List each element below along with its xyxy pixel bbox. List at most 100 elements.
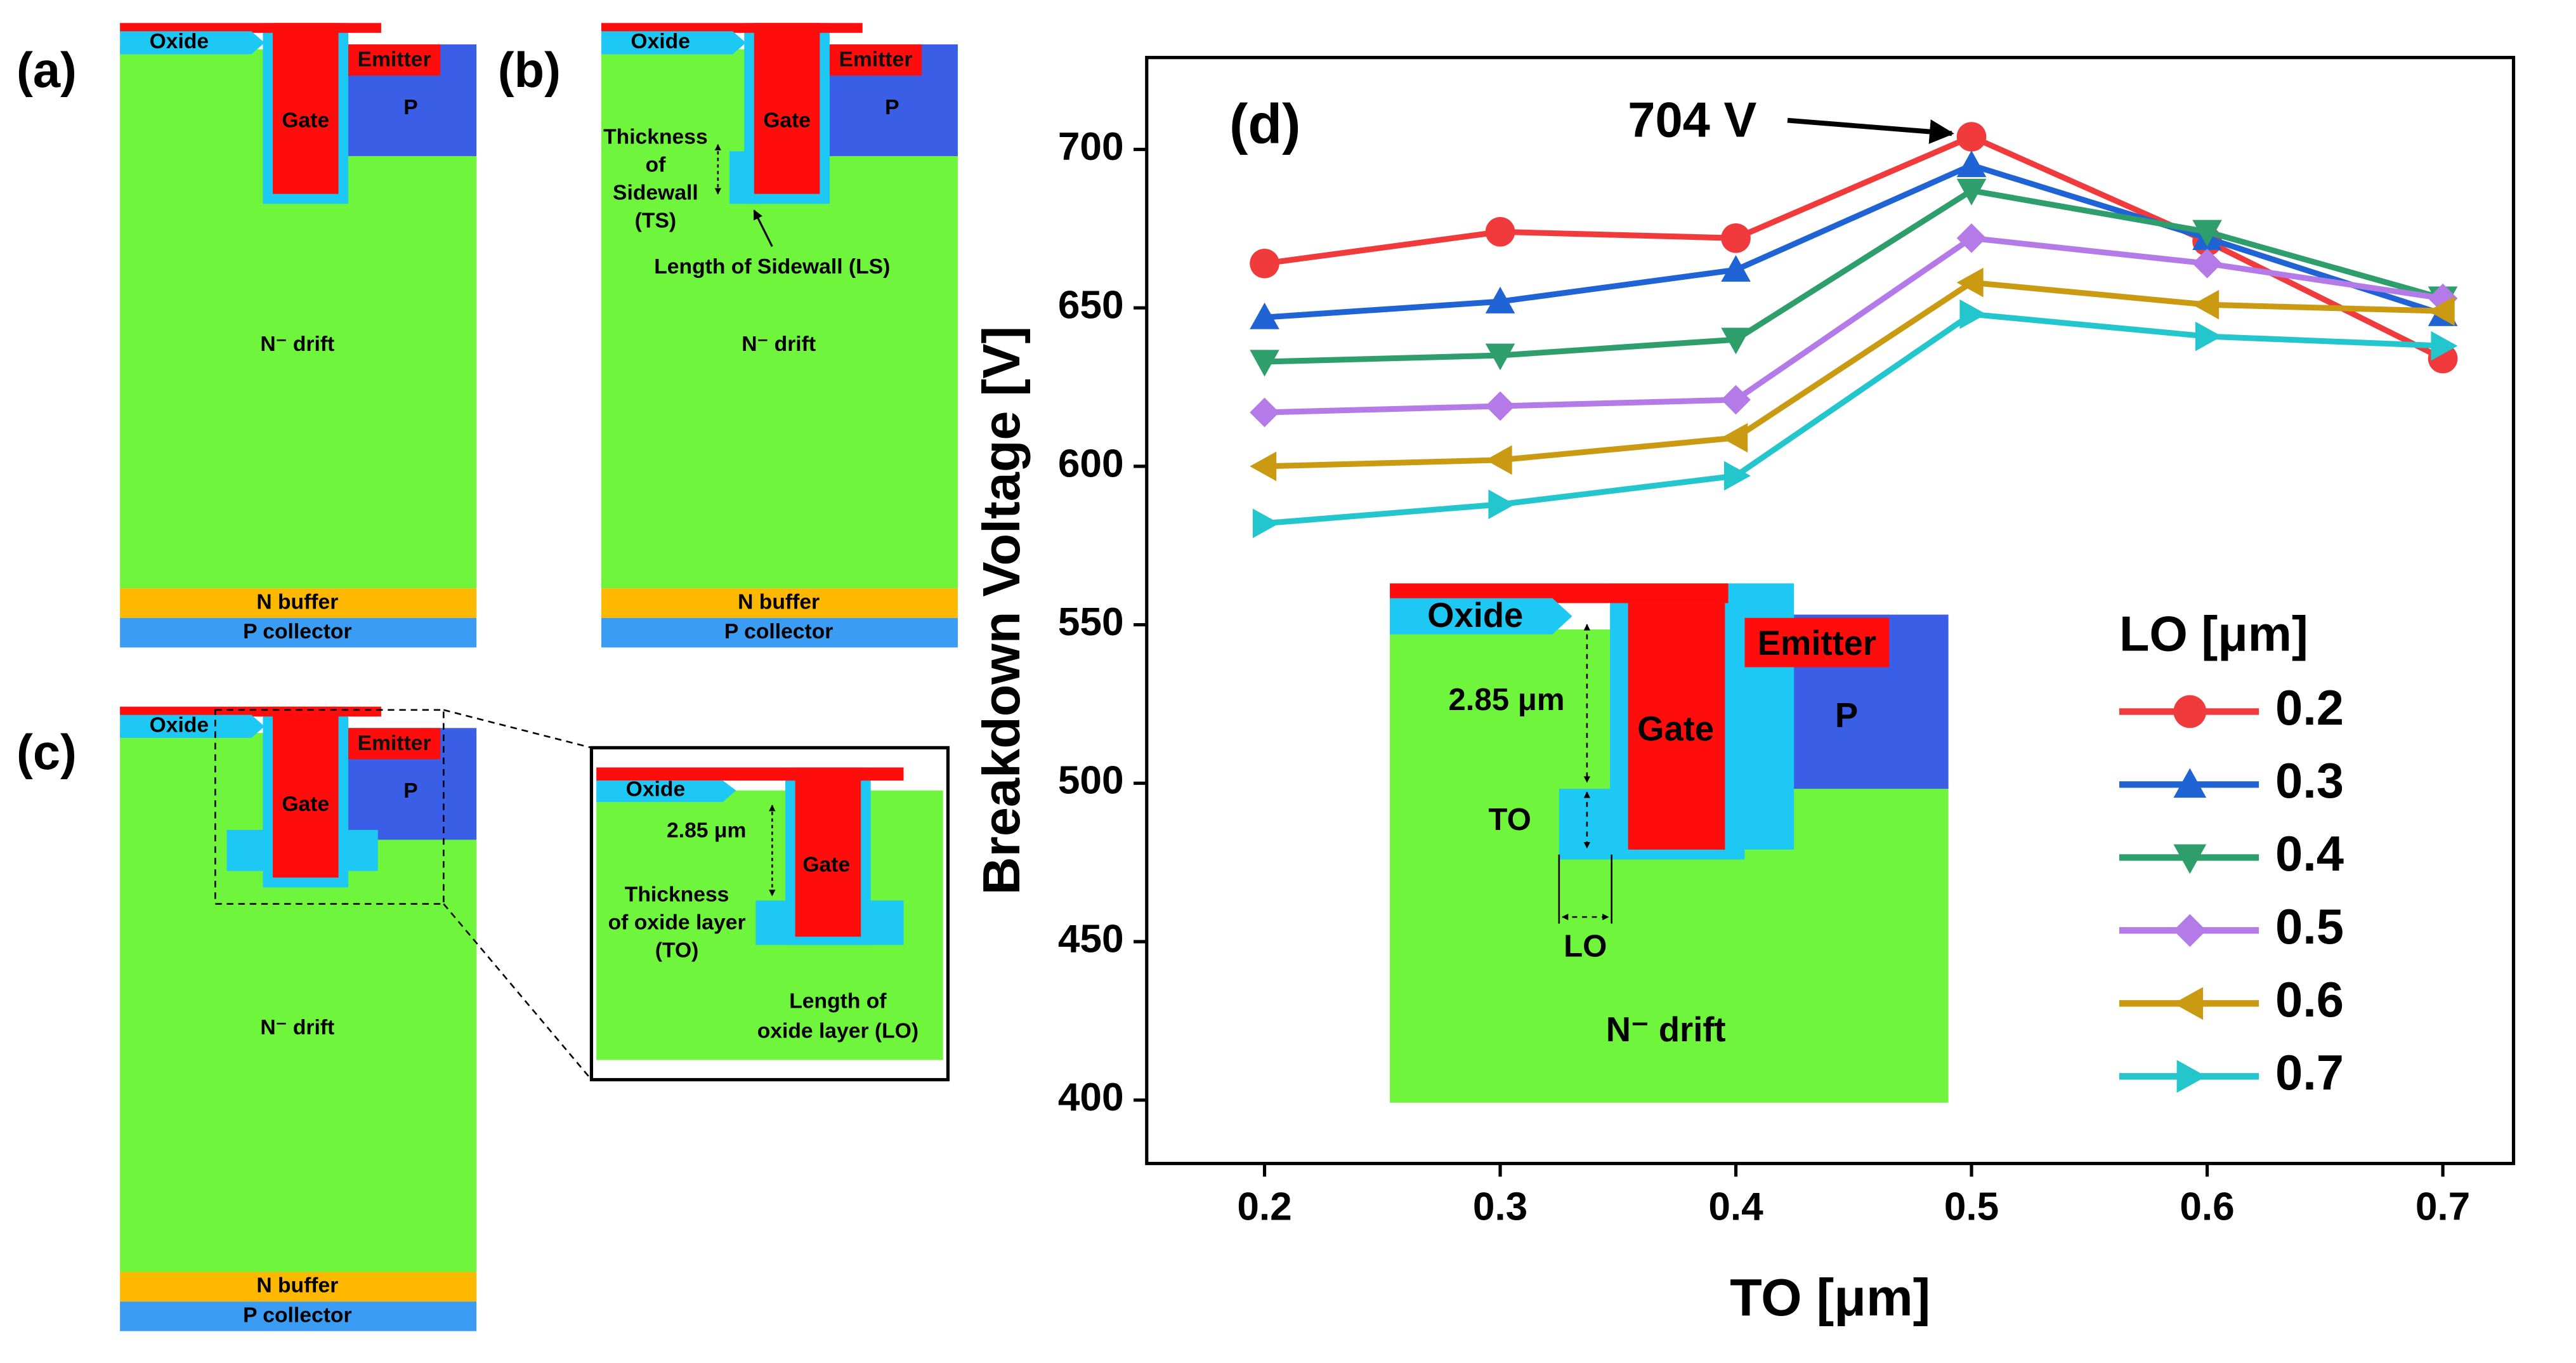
pointer <box>753 209 773 247</box>
label: of <box>646 153 667 176</box>
label: 0.6 <box>2180 1185 2234 1229</box>
oxide <box>601 31 746 55</box>
marker <box>1956 267 1984 298</box>
label: P <box>403 96 417 119</box>
emitter <box>348 728 441 760</box>
top-metal <box>601 23 863 33</box>
label: P collector <box>243 1303 351 1327</box>
top-metal <box>120 706 381 717</box>
top-metal <box>596 767 904 781</box>
marker <box>1250 302 1279 329</box>
label: N buffer <box>256 590 338 614</box>
series-line <box>1264 133 2445 362</box>
label: oxide layer (LO) <box>757 1019 919 1043</box>
legend-marker <box>2176 1060 2207 1093</box>
label: N⁻ drift <box>1606 1010 1726 1049</box>
gate <box>754 23 820 194</box>
marker <box>1485 286 1515 313</box>
label: N⁻ drift <box>742 333 816 356</box>
marker <box>1485 445 1512 475</box>
marker <box>2431 331 2458 361</box>
label: 0.7 <box>2275 1046 2344 1100</box>
marker <box>1721 385 1751 415</box>
label: 2.85 μm <box>667 819 746 842</box>
gate <box>1628 603 1725 850</box>
series-line <box>1264 311 2443 527</box>
label: 550 <box>1058 600 1124 644</box>
label: 0.7 <box>2416 1185 2470 1229</box>
label: 650 <box>1058 284 1124 327</box>
p-collector <box>120 617 477 648</box>
label: LO <box>1564 928 1607 963</box>
label: 0.5 <box>1944 1185 1999 1229</box>
marker <box>1250 451 1277 482</box>
label: Gate <box>763 109 811 133</box>
label: Oxide <box>626 778 686 801</box>
label: 450 <box>1058 917 1124 961</box>
emitter <box>1744 617 1890 668</box>
legend-marker <box>2173 768 2207 798</box>
annotation-arrow <box>1787 117 1954 144</box>
label: 0.4 <box>2275 827 2344 881</box>
oxide <box>1390 598 1572 635</box>
marker <box>1723 461 1751 491</box>
label: 2.85 μm <box>1448 682 1564 717</box>
zoom-link <box>443 709 592 749</box>
marker <box>1721 254 1751 282</box>
label: Gate <box>802 853 850 877</box>
label: 400 <box>1058 1076 1124 1119</box>
label: 600 <box>1058 442 1124 485</box>
gate <box>795 767 861 937</box>
label: (TO) <box>655 938 699 962</box>
label: Emitter <box>358 48 431 72</box>
marker <box>2192 248 2222 279</box>
label: 0.3 <box>1473 1185 1527 1229</box>
label: Thickness <box>603 125 708 148</box>
label: Emitter <box>839 48 912 72</box>
label: Oxide <box>150 30 209 53</box>
label: Length of Sidewall (LS) <box>654 255 890 279</box>
label: Oxide <box>150 714 209 737</box>
label: N⁻ drift <box>260 333 334 356</box>
plot-frame <box>1145 56 2516 1166</box>
dim-bracket <box>1558 854 1612 924</box>
marker <box>2192 289 2220 320</box>
n-buffer <box>120 1272 477 1302</box>
top-metal <box>120 23 381 33</box>
label: Gate <box>282 793 329 816</box>
marker <box>1252 508 1279 539</box>
legend-marker <box>2173 844 2207 874</box>
series-line <box>1264 162 2444 320</box>
label: Gate <box>1637 709 1714 748</box>
marker <box>2195 321 2222 352</box>
label: Thickness <box>625 883 729 906</box>
label: (c) <box>16 725 77 780</box>
marker <box>2192 220 2222 247</box>
label: N⁻ drift <box>260 1016 334 1039</box>
label: 0.2 <box>1237 1185 1291 1229</box>
series-line <box>1264 187 2444 365</box>
marker <box>1250 248 1279 279</box>
label: Emitter <box>1758 624 1876 662</box>
n-buffer <box>120 588 477 618</box>
marker <box>2428 296 2455 326</box>
zoom-link <box>443 903 592 1081</box>
label: of oxide layer <box>608 911 746 934</box>
marker <box>1488 489 1515 520</box>
label: TO <box>1488 802 1531 837</box>
label: P collector <box>724 620 833 643</box>
p-collector <box>120 1301 477 1331</box>
marker <box>1250 350 1279 377</box>
legend-marker <box>2173 914 2207 947</box>
n-buffer <box>601 588 958 618</box>
label: 0.3 <box>2275 754 2344 808</box>
label: Gate <box>282 109 329 133</box>
label: 500 <box>1058 759 1124 803</box>
label: P collector <box>243 620 351 643</box>
label: LO [μm] <box>2119 607 2308 661</box>
legend-marker <box>2173 695 2207 728</box>
gate <box>272 23 339 194</box>
label: 0.6 <box>2275 973 2344 1027</box>
marker <box>1721 327 1751 355</box>
